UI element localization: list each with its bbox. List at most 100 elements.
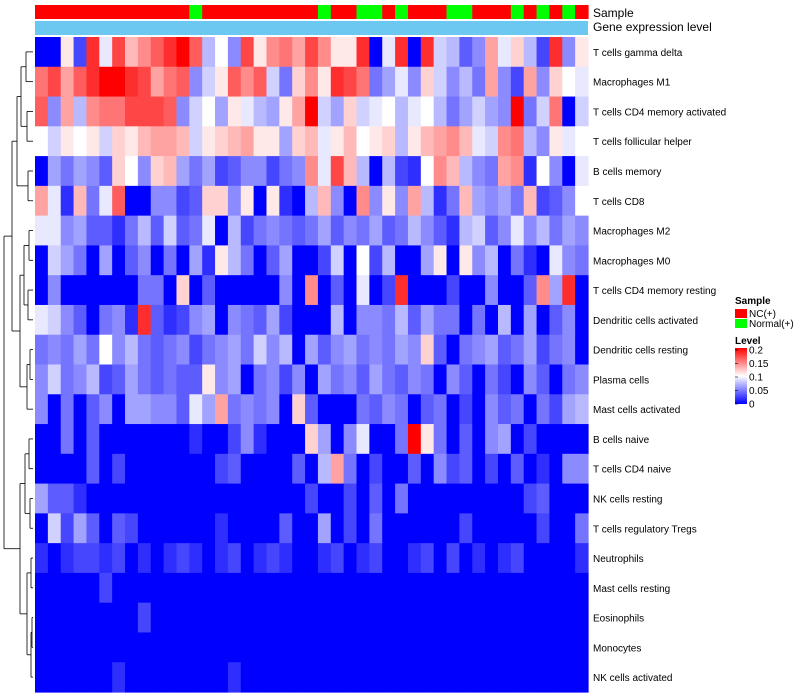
heatmap-cell: [189, 602, 203, 634]
heatmap-cell: [279, 513, 293, 544]
heatmap-cell: [420, 215, 435, 247]
heatmap-cell: [202, 245, 216, 276]
heatmap-cell: [292, 632, 306, 663]
heatmap-cell: [73, 572, 88, 604]
heatmap-cell: [189, 394, 203, 425]
heatmap-cell: [99, 215, 113, 247]
heatmap-cell: [420, 96, 435, 127]
heatmap-cell: [150, 156, 165, 187]
heatmap-cell: [253, 483, 268, 514]
heatmap-cell: [73, 185, 88, 217]
heatmap-cell: [549, 513, 563, 544]
heatmap-cell: [446, 37, 460, 68]
heatmap-cell: [395, 453, 409, 485]
heatmap-cell: [137, 126, 152, 157]
heatmap-cell: [395, 632, 409, 663]
sample-annotation-cell: [433, 5, 448, 19]
heatmap-cell: [549, 215, 563, 247]
heatmap-cell: [317, 334, 332, 366]
heatmap-cell: [472, 394, 486, 425]
heatmap-cell: [125, 513, 139, 544]
heatmap-cell: [73, 66, 88, 98]
heatmap-cell: [292, 37, 306, 68]
heatmap-cell: [356, 662, 370, 693]
heatmap-cell: [356, 66, 370, 98]
heatmap-cell: [459, 334, 473, 366]
heatmap-cell: [497, 364, 512, 395]
heatmap-cell: [446, 334, 460, 366]
heatmap-cell: [227, 394, 242, 425]
heatmap-cell: [240, 334, 255, 366]
heatmap-cell: [60, 215, 75, 247]
heatmap-cell: [497, 96, 512, 127]
heatmap-cell: [446, 513, 460, 544]
heatmap-cell: [292, 156, 306, 187]
heatmap-cell: [536, 185, 551, 217]
heatmap-cell: [317, 126, 332, 157]
heatmap-cell: [215, 424, 229, 455]
heatmap-cell: [202, 275, 216, 306]
heatmap-cell: [163, 215, 178, 247]
heatmap-cell: [497, 453, 512, 485]
heatmap-cell: [279, 96, 293, 127]
heatmap-cell: [47, 483, 62, 514]
heatmap-cell: [176, 304, 190, 336]
heatmap-cell: [356, 543, 370, 574]
heatmap-cell: [163, 632, 178, 663]
heatmap-cell: [125, 275, 139, 306]
heatmap-cell: [407, 275, 422, 306]
heatmap-cell: [60, 126, 75, 157]
heatmap-cell: [459, 394, 473, 425]
heatmap-cell: [227, 66, 242, 98]
heatmap-cell: [176, 602, 190, 634]
heatmap-cell: [575, 572, 589, 604]
heatmap-cell: [549, 424, 563, 455]
heatmap-cell: [317, 394, 332, 425]
sample-annotation-cell: [163, 5, 178, 19]
heatmap-cell: [472, 513, 486, 544]
heatmap-cell: [407, 66, 422, 98]
heatmap-cell: [279, 245, 293, 276]
heatmap-cell: [472, 245, 486, 276]
heatmap-cell: [523, 245, 538, 276]
heatmap-cell: [189, 334, 203, 366]
heatmap-cell: [395, 572, 409, 604]
heatmap-cell: [112, 37, 126, 68]
heatmap-cell: [497, 245, 512, 276]
heatmap-cell: [317, 96, 332, 127]
heatmap-cell: [575, 185, 589, 217]
heatmap-cell: [279, 632, 293, 663]
heatmap-cell: [137, 424, 152, 455]
heatmap-cell: [150, 394, 165, 425]
heatmap-cell: [163, 394, 178, 425]
heatmap-cell: [356, 513, 370, 544]
heatmap-cell: [86, 156, 100, 187]
heatmap-cell: [292, 96, 306, 127]
heatmap-cell: [86, 334, 100, 366]
heatmap-cell: [562, 37, 576, 68]
heatmap-cell: [292, 543, 306, 574]
heatmap-cell: [536, 156, 551, 187]
heatmap-cell: [497, 126, 512, 157]
heatmap-cell: [189, 424, 203, 455]
heatmap-cell: [202, 37, 216, 68]
level-tick-label: 0.1: [749, 373, 763, 384]
heatmap-cell: [317, 275, 332, 306]
heatmap-cell: [369, 632, 383, 663]
heatmap-cell: [150, 96, 165, 127]
heatmap-cell: [112, 275, 126, 306]
heatmap-cell: [433, 334, 448, 366]
heatmap-cell: [125, 304, 139, 336]
heatmap-cell: [382, 483, 396, 514]
heatmap-cell: [562, 662, 576, 693]
heatmap-cell: [73, 483, 88, 514]
heatmap-cell: [86, 513, 100, 544]
heatmap-cell: [330, 96, 345, 127]
heatmap-cell: [497, 543, 512, 574]
heatmap-cell: [202, 632, 216, 663]
heatmap-cell: [395, 364, 409, 395]
heatmap-cell: [343, 572, 358, 604]
heatmap-cell: [227, 156, 242, 187]
heatmap-cell: [343, 245, 358, 276]
heatmap-cell: [279, 543, 293, 574]
